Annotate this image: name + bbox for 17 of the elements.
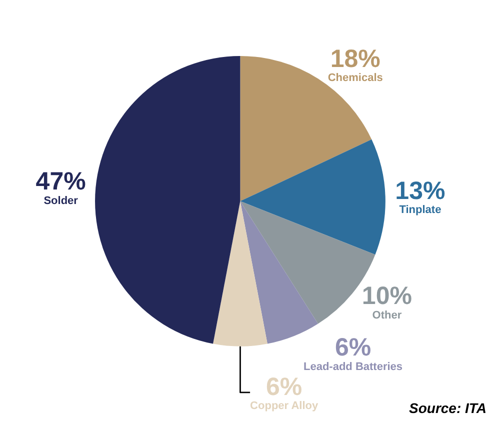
data-label: 18% [330,44,380,73]
data-label: 10% [362,282,412,310]
pie-slice [240,139,386,255]
source-note: Source: ITA [409,400,487,416]
slice-label: Solder [44,194,79,207]
data-label: 47% [36,168,86,196]
pie-slice [213,201,268,346]
slice-label: Chemicals [328,72,383,84]
slice-label: Lead-add Batteries [304,360,403,373]
data-label: 13% [395,176,446,205]
pie-slice [240,201,318,344]
data-label: 6% [334,334,372,362]
data-label: 6% [266,372,302,401]
slice-label: Other [372,309,402,322]
slice-label: Tinplate [399,204,442,216]
pie-slice [95,56,240,344]
slice-label: Copper Alloy [250,400,319,412]
